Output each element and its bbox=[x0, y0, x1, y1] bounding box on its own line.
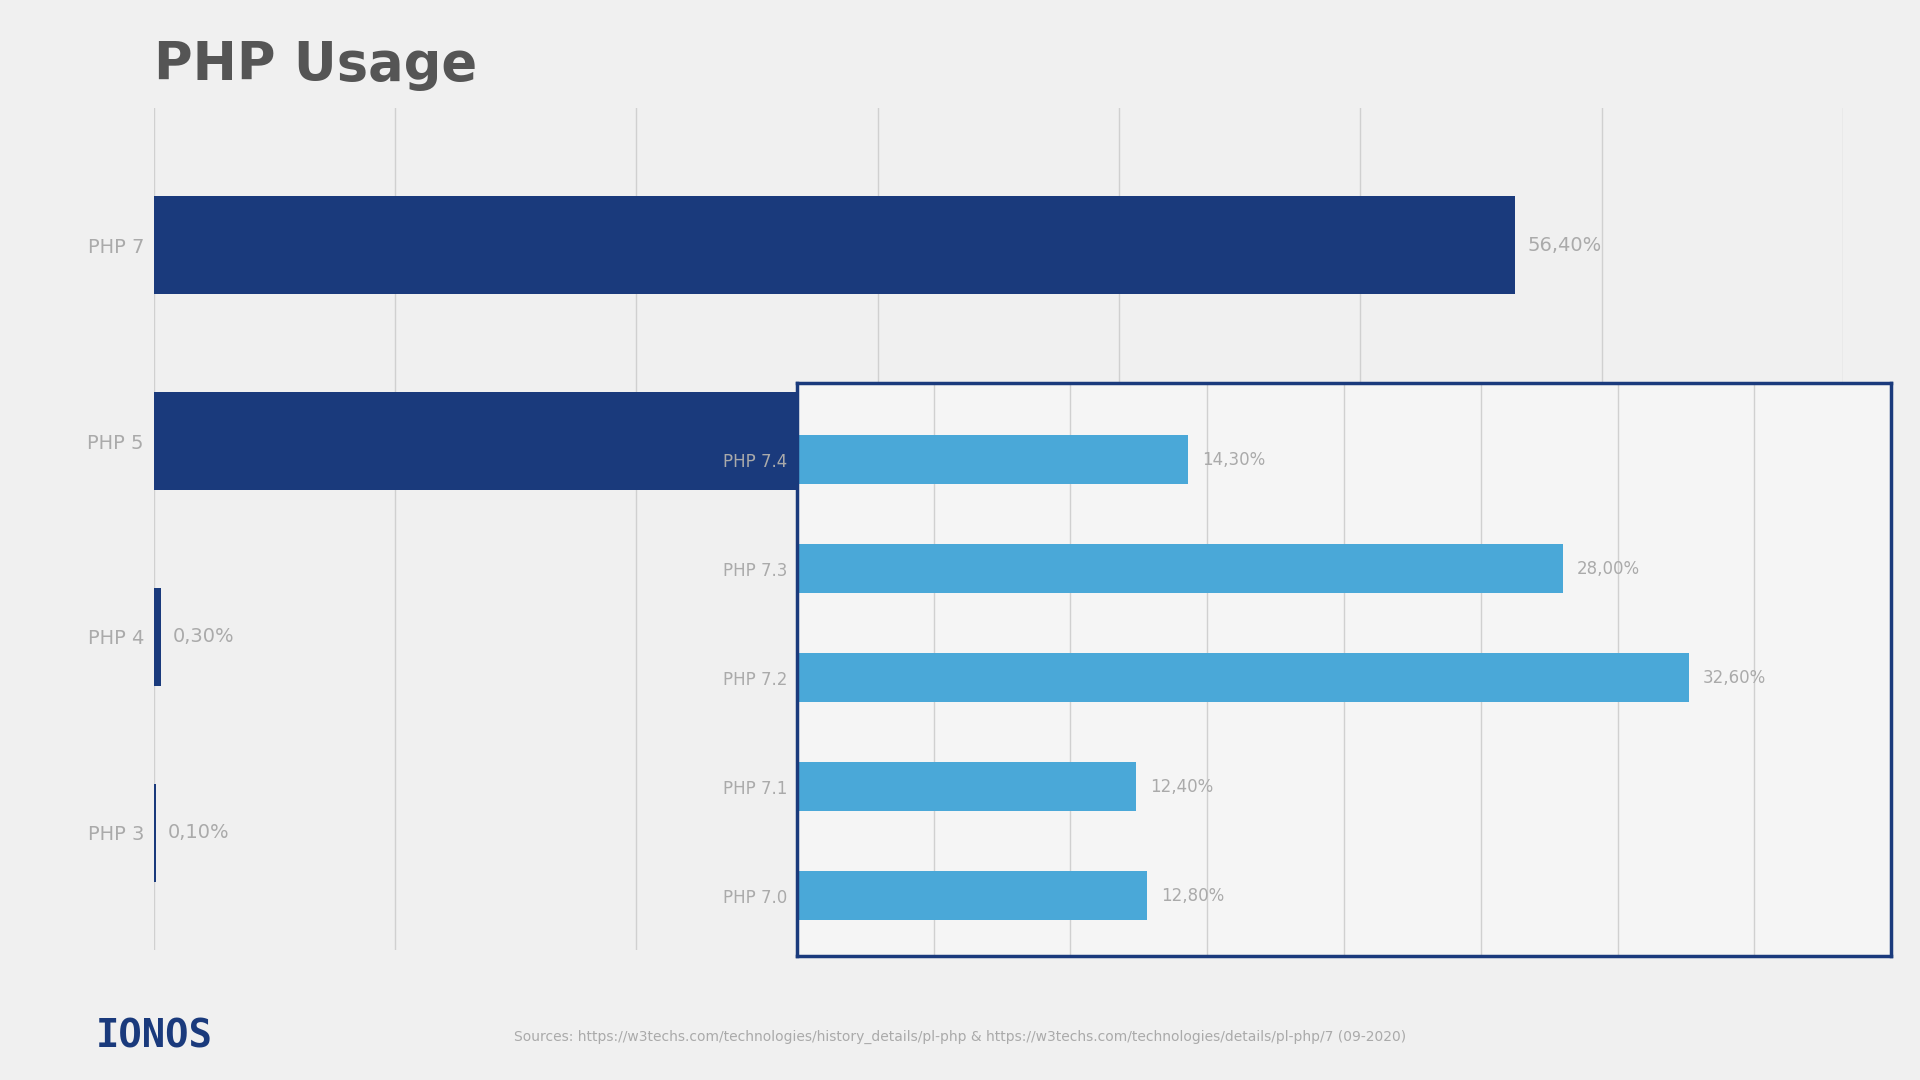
Text: PHP Usage: PHP Usage bbox=[154, 39, 476, 91]
Text: 32,60%: 32,60% bbox=[1703, 669, 1766, 687]
Bar bbox=[797, 762, 1137, 811]
Bar bbox=[797, 544, 1563, 593]
Text: 0,10%: 0,10% bbox=[169, 823, 230, 842]
Bar bbox=[154, 392, 1196, 490]
Text: 28,00%: 28,00% bbox=[1576, 559, 1640, 578]
Bar bbox=[797, 653, 1690, 702]
Text: 14,30%: 14,30% bbox=[1202, 450, 1265, 469]
Text: 56,40%: 56,40% bbox=[1526, 235, 1601, 255]
Text: 0,30%: 0,30% bbox=[173, 627, 234, 647]
Text: IONOS: IONOS bbox=[96, 1017, 213, 1056]
Bar bbox=[797, 872, 1146, 920]
Text: 43,20%: 43,20% bbox=[1208, 432, 1283, 450]
Bar bbox=[797, 435, 1188, 484]
Text: Sources: https://w3techs.com/technologies/history_details/pl-php & https://w3tec: Sources: https://w3techs.com/technologie… bbox=[515, 1029, 1405, 1044]
Bar bbox=[154, 588, 161, 686]
Text: 12,80%: 12,80% bbox=[1162, 887, 1223, 905]
Bar bbox=[154, 784, 156, 882]
Text: 12,40%: 12,40% bbox=[1150, 778, 1213, 796]
Bar bbox=[154, 197, 1515, 294]
